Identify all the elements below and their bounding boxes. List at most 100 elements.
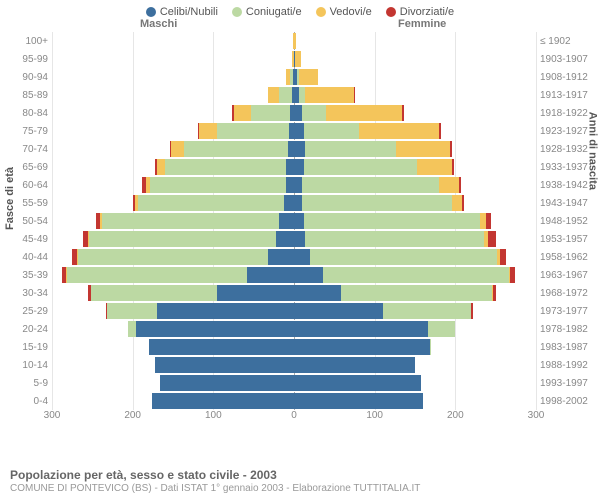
- female-bar: [294, 303, 536, 319]
- legend: Celibi/NubiliConiugati/eVedovi/eDivorzia…: [0, 0, 600, 18]
- male-bar: [52, 357, 294, 373]
- seg-d: [486, 213, 491, 229]
- birth-label: 1903-1907: [540, 54, 596, 65]
- seg-s: [294, 213, 304, 229]
- male-bar: [52, 267, 294, 283]
- female-bar: [294, 69, 536, 85]
- seg-s: [294, 231, 305, 247]
- birth-label: 1988-1992: [540, 360, 596, 371]
- male-label: Maschi: [140, 18, 177, 30]
- male-bar: [52, 249, 294, 265]
- female-bar: [294, 339, 536, 355]
- age-label: 5-9: [12, 378, 48, 389]
- seg-c: [165, 159, 286, 175]
- seg-s: [294, 249, 310, 265]
- legend-swatch: [146, 7, 156, 17]
- bar-group: [52, 267, 536, 283]
- male-bar: [52, 231, 294, 247]
- seg-w: [171, 141, 184, 157]
- female-bar: [294, 375, 536, 391]
- male-bar: [52, 159, 294, 175]
- bar-group: [52, 303, 536, 319]
- age-label: 35-39: [12, 270, 48, 281]
- age-label: 30-34: [12, 288, 48, 299]
- seg-c: [78, 249, 268, 265]
- seg-w: [234, 105, 252, 121]
- age-row: 55-591943-1947: [52, 194, 536, 212]
- bar-group: [52, 321, 536, 337]
- legend-swatch: [386, 7, 396, 17]
- seg-w: [452, 195, 462, 211]
- seg-s: [149, 339, 294, 355]
- bar-group: [52, 231, 536, 247]
- seg-c: [128, 321, 136, 337]
- seg-s: [294, 357, 415, 373]
- female-bar: [294, 141, 536, 157]
- bar-group: [52, 249, 536, 265]
- legend-label: Celibi/Nubili: [160, 6, 218, 18]
- birth-label: 1958-1962: [540, 252, 596, 263]
- bar-group: [52, 141, 536, 157]
- female-bar: [294, 159, 536, 175]
- seg-c: [302, 195, 452, 211]
- female-bar: [294, 195, 536, 211]
- x-tick: 0: [291, 410, 297, 421]
- male-bar: [52, 141, 294, 157]
- birth-label: 1973-1977: [540, 306, 596, 317]
- female-bar: [294, 105, 536, 121]
- seg-w: [199, 123, 217, 139]
- age-row: 70-741928-1932: [52, 140, 536, 158]
- chart-area: 100+≤ 190295-991903-190790-941908-191285…: [52, 32, 536, 432]
- gender-header: Maschi Femmine: [0, 18, 600, 32]
- age-label: 10-14: [12, 360, 48, 371]
- bar-group: [52, 357, 536, 373]
- seg-s: [217, 285, 294, 301]
- male-bar: [52, 105, 294, 121]
- birth-label: 1933-1937: [540, 162, 596, 173]
- male-bar: [52, 213, 294, 229]
- birth-label: 1948-1952: [540, 216, 596, 227]
- male-bar: [52, 285, 294, 301]
- seg-c: [305, 231, 484, 247]
- legend-item: Vedovi/e: [316, 6, 372, 18]
- birth-label: 1978-1982: [540, 324, 596, 335]
- bar-group: [52, 69, 536, 85]
- birth-label: 1943-1947: [540, 198, 596, 209]
- age-row: 0-41998-2002: [52, 392, 536, 410]
- age-row: 20-241978-1982: [52, 320, 536, 338]
- seg-c: [304, 123, 359, 139]
- birth-label: 1908-1912: [540, 72, 596, 83]
- seg-c: [89, 231, 276, 247]
- seg-w: [396, 141, 451, 157]
- seg-s: [294, 141, 305, 157]
- seg-c: [217, 123, 290, 139]
- birth-label: 1923-1927: [540, 126, 596, 137]
- seg-w: [157, 159, 165, 175]
- seg-c: [107, 303, 157, 319]
- x-tick: 300: [44, 410, 61, 421]
- male-bar: [52, 339, 294, 355]
- female-bar: [294, 321, 536, 337]
- seg-s: [294, 393, 423, 409]
- seg-c: [430, 339, 432, 355]
- age-row: 10-141988-1992: [52, 356, 536, 374]
- seg-s: [157, 303, 294, 319]
- age-label: 60-64: [12, 180, 48, 191]
- chart-title: Popolazione per età, sesso e stato civil…: [10, 468, 590, 482]
- female-bar: [294, 249, 536, 265]
- male-bar: [52, 177, 294, 193]
- age-label: 100+: [12, 36, 48, 47]
- bar-group: [52, 213, 536, 229]
- male-bar: [52, 33, 294, 49]
- seg-s: [286, 159, 294, 175]
- age-label: 25-29: [12, 306, 48, 317]
- age-row: 15-191983-1987: [52, 338, 536, 356]
- seg-d: [471, 303, 473, 319]
- footer: Popolazione per età, sesso e stato civil…: [10, 468, 590, 494]
- bar-group: [52, 393, 536, 409]
- seg-c: [383, 303, 472, 319]
- bar-group: [52, 177, 536, 193]
- legend-label: Coniugati/e: [246, 6, 302, 18]
- seg-d: [488, 231, 496, 247]
- seg-s: [294, 105, 302, 121]
